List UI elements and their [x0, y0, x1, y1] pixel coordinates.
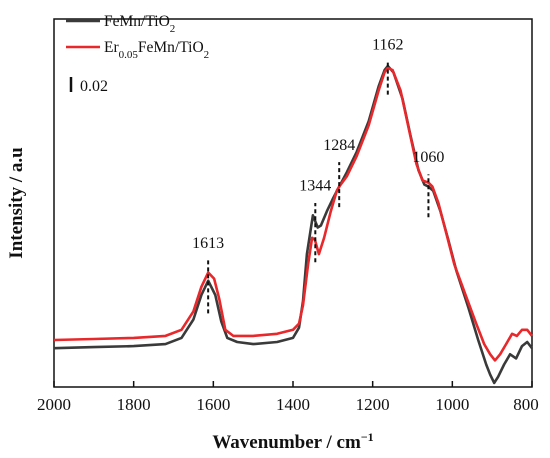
- x-tick-label: 800: [513, 395, 539, 414]
- y-axis-title: Intensity / a.u: [6, 147, 27, 259]
- x-tick-label: 1000: [435, 395, 469, 414]
- peak-label-1344: 1344: [299, 178, 331, 195]
- x-tick-label: 1400: [276, 395, 310, 414]
- x-tick-label: 1200: [356, 395, 390, 414]
- series-layer: [53, 64, 534, 385]
- x-axis-ticks: 2000 1800 1600 1400 1200 1000 800: [37, 381, 539, 414]
- peak-label-1284: 1284: [323, 137, 355, 154]
- scale-bar-label: 0.02: [80, 78, 108, 95]
- x-tick-label: 2000: [37, 395, 71, 414]
- legend-label-femn: FeMn/TiO2: [104, 13, 175, 35]
- peak-label-1060: 1060: [412, 149, 444, 166]
- scale-bar: 0.02: [69, 77, 108, 95]
- peak-label-1162: 1162: [372, 37, 403, 54]
- peak-annotations: 1613 1344 1284 1162 1060: [192, 37, 444, 314]
- series-line-er-femn: [53, 66, 534, 362]
- legend: FeMn/TiO2 Er0.05FeMn/TiO2: [66, 13, 209, 61]
- series-line-femn: [53, 64, 534, 385]
- peak-label-1613: 1613: [192, 235, 224, 252]
- x-axis-title: Wavenumber / cm−1: [212, 430, 373, 453]
- x-tick-label: 1800: [117, 395, 151, 414]
- x-tick-label: 1600: [196, 395, 230, 414]
- legend-label-er-femn: Er0.05FeMn/TiO2: [104, 39, 209, 61]
- plot-frame: [53, 18, 533, 388]
